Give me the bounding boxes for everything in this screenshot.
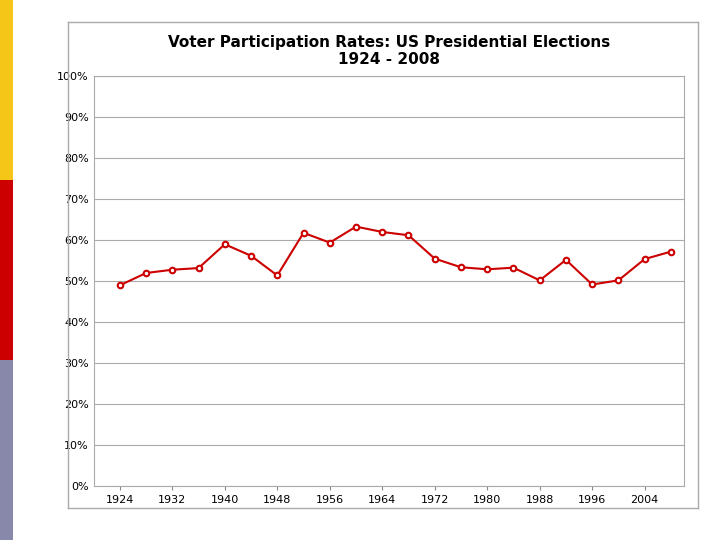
Title: Voter Participation Rates: US Presidential Elections
1924 - 2008: Voter Participation Rates: US Presidenti…	[168, 35, 610, 68]
